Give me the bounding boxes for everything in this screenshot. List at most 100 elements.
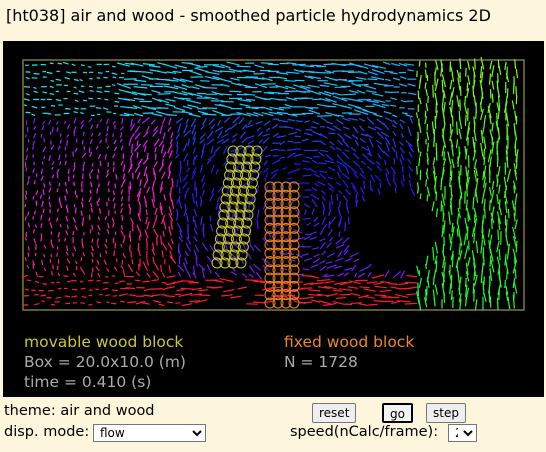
flow-vector (512, 260, 517, 274)
flow-vector (170, 132, 174, 139)
flow-vector (72, 166, 76, 172)
flow-vector (238, 117, 245, 125)
flow-vector (218, 77, 233, 83)
flow-vector (416, 138, 419, 148)
flow-vector (303, 236, 311, 241)
flow-vector (405, 113, 413, 118)
flow-vector (119, 132, 123, 138)
flow-vector (97, 183, 100, 188)
flow-vector (245, 124, 254, 128)
flow-vector (369, 186, 374, 192)
flow-vector (216, 196, 221, 203)
flow-vector (440, 200, 443, 212)
simulation-canvas[interactable] (3, 41, 544, 397)
flow-vector (120, 202, 123, 207)
wood-particle (264, 222, 276, 234)
flow-vector (443, 261, 446, 275)
flow-vector (25, 190, 28, 195)
flow-vector (392, 180, 398, 188)
wood-particle (232, 169, 244, 181)
disp-mode-select[interactable]: flow (93, 424, 206, 442)
speed-select[interactable]: 2 (448, 424, 477, 442)
flow-vector (350, 146, 357, 152)
flow-vector (97, 224, 101, 231)
flow-vector (324, 274, 335, 278)
flow-vector (127, 91, 138, 96)
step-button[interactable]: step (426, 403, 466, 423)
flow-vector (320, 149, 329, 153)
flow-vector (154, 153, 157, 160)
flow-vector (491, 93, 494, 103)
flow-vector (137, 248, 141, 257)
flow-vector (513, 213, 516, 222)
flow-vector (66, 134, 70, 138)
flow-vector (201, 268, 205, 279)
flow-vector (250, 76, 265, 80)
flow-vector (210, 145, 214, 154)
flow-vector (57, 145, 61, 151)
reset-button[interactable]: reset (312, 403, 357, 423)
flow-vector (458, 128, 462, 140)
flow-vector (366, 90, 377, 93)
flow-vector (449, 106, 453, 118)
flow-vector (375, 161, 381, 166)
flow-vector (191, 171, 197, 180)
flow-vector (311, 130, 322, 136)
flow-vector (472, 197, 475, 210)
flow-vector (293, 84, 308, 90)
flow-vector (490, 259, 495, 273)
flow-vector (467, 75, 471, 86)
flow-vector (277, 111, 289, 115)
flow-vector (237, 286, 247, 290)
wood-particle (288, 222, 300, 234)
flow-vector (120, 230, 125, 236)
flow-vector (95, 123, 99, 129)
flow-vector (43, 253, 46, 258)
flow-vector (40, 214, 43, 221)
flow-vector (337, 272, 344, 277)
flow-vector (133, 105, 142, 110)
flow-vector (339, 281, 353, 286)
flow-vector (193, 208, 198, 217)
flow-vector (220, 70, 235, 73)
flow-vector (504, 61, 507, 71)
flow-vector (299, 64, 315, 68)
flow-vector (482, 176, 486, 188)
flow-vector (417, 282, 419, 297)
flow-vector (111, 84, 116, 86)
wood-particle (217, 217, 229, 229)
flow-vector (425, 88, 428, 97)
flow-vector (129, 208, 131, 215)
flow-vector (451, 87, 455, 98)
flow-vector (187, 104, 199, 109)
fixed-wood-label: fixed wood block (284, 333, 415, 351)
wood-particle (213, 241, 225, 253)
flow-vector (506, 127, 508, 141)
wood-particle (280, 189, 292, 201)
flow-vector (480, 129, 484, 144)
flow-vector (306, 89, 321, 96)
flow-vector (75, 194, 78, 199)
flow-vector (329, 216, 336, 225)
flow-vector (196, 66, 208, 68)
flow-vector (192, 272, 197, 279)
flow-vector (112, 222, 115, 228)
flow-vector (295, 209, 301, 218)
flow-vector (63, 275, 69, 277)
flow-vector (59, 139, 62, 144)
flow-vector (151, 279, 160, 282)
wood-particle (218, 209, 230, 221)
flow-vector (113, 146, 118, 152)
flow-vector (376, 131, 385, 140)
flow-vector (366, 145, 372, 156)
flow-vector (42, 189, 45, 195)
flow-vector (153, 262, 160, 271)
flow-vector (192, 137, 196, 146)
flow-vector (373, 113, 383, 118)
flow-vector (313, 216, 319, 223)
flow-vector (145, 173, 149, 182)
go-button[interactable]: go (382, 403, 413, 423)
flow-vector (325, 280, 335, 284)
flow-vector (153, 138, 160, 147)
theme-label: theme: air and wood (4, 403, 155, 419)
